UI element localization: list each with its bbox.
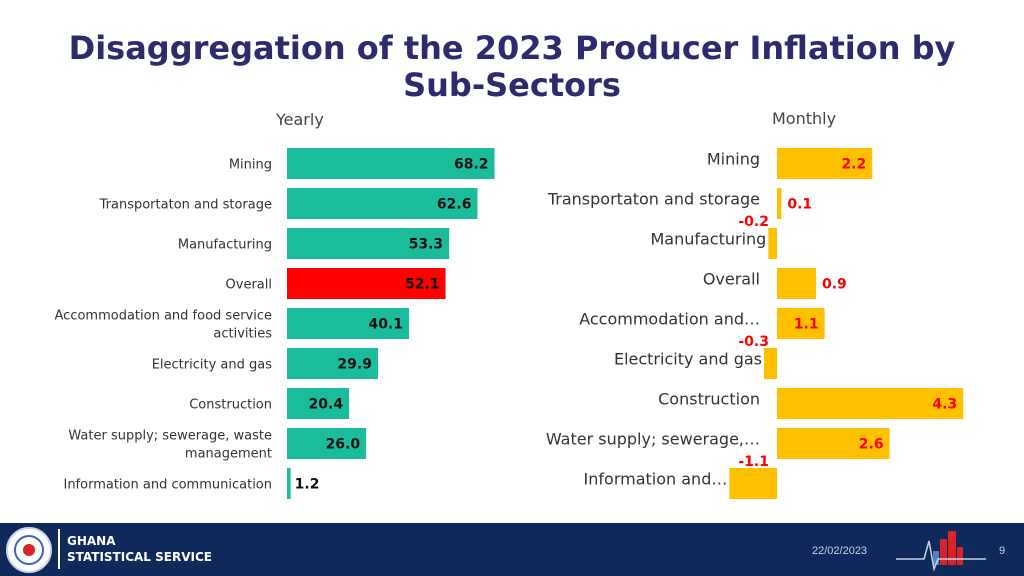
monthly-category-label: Electricity and gas	[614, 350, 762, 369]
monthly-bar	[777, 148, 873, 179]
yearly-category-label-line: Accommodation and food service	[55, 309, 272, 324]
yearly-category-label-line: Manufacturing	[178, 238, 272, 253]
yearly-category-label: Transportaton and storage	[99, 198, 272, 213]
yearly-bar	[287, 468, 291, 499]
logo-core-icon	[23, 544, 35, 556]
yearly-category-label-line: management	[185, 447, 272, 462]
yearly-category-label-line: Information and communication	[63, 478, 272, 493]
yearly-bar	[287, 428, 367, 459]
monthly-bar	[777, 308, 825, 339]
monthly-category-label: Transportaton and storage	[547, 190, 760, 209]
monthly-value-label: 0.1	[787, 197, 812, 213]
monthly-value-label: 2.6	[859, 437, 884, 453]
monthly-bar	[768, 228, 777, 259]
yearly-value-label: 20.4	[309, 397, 344, 413]
yearly-bar	[287, 308, 410, 339]
monthly-category-label: Overall	[703, 270, 760, 289]
yearly-bar	[287, 188, 478, 219]
yearly-category-label: Manufacturing	[178, 238, 272, 253]
monthly-category-label: Water supply; sewerage,…	[546, 430, 760, 449]
yearly-bar	[287, 348, 378, 379]
yearly-category-label: Electricity and gas	[152, 358, 273, 373]
org-line-2: STATISTICAL SERVICE	[67, 550, 212, 564]
yearly-bar	[287, 268, 446, 299]
yearly-value-label: 68.2	[454, 157, 489, 173]
monthly-bar-chart: Mining 2.2 Transportaton and storage 0.1 Man…	[546, 148, 964, 499]
yearly-category-label: Overall	[226, 278, 272, 293]
logo-ring-icon	[14, 535, 44, 565]
yearly-value-label: 62.6	[437, 197, 472, 213]
monthly-bar	[764, 348, 777, 379]
monthly-category-label: Information and…	[584, 470, 728, 489]
monthly-category-label: Mining	[707, 150, 760, 169]
monthly-heading: Monthly	[772, 109, 837, 128]
monthly-category-label: Manufacturing	[650, 230, 766, 249]
monthly-bar	[777, 268, 816, 299]
organization-name: GHANA STATISTICAL SERVICE	[67, 533, 212, 565]
yearly-category-label-line: activities	[213, 327, 272, 342]
page-number: 9	[999, 545, 1006, 557]
yearly-value-label: 26.0	[326, 437, 361, 453]
yearly-bar	[287, 388, 350, 419]
yearly-bar	[287, 228, 450, 259]
yearly-bar-chart: Mining 68.2 Transportaton and storage 62.6 M…	[55, 148, 495, 499]
slide-date: 22/02/2023	[812, 545, 868, 557]
monthly-value-label: -0.2	[738, 214, 769, 230]
monthly-bar	[777, 188, 782, 219]
yearly-category-label: Information and communication	[63, 478, 272, 493]
title-line-2: Sub-Sectors	[403, 66, 621, 104]
pulse-chart-icon	[896, 531, 986, 572]
yearly-value-label: 29.9	[337, 357, 372, 373]
monthly-bar	[729, 468, 777, 499]
monthly-value-label: 0.9	[822, 277, 847, 293]
monthly-category-label: Accommodation and…	[579, 310, 760, 329]
yearly-bar	[287, 148, 495, 179]
monthly-bar	[777, 388, 964, 419]
yearly-category-label-line: Electricity and gas	[152, 358, 273, 373]
org-line-1: GHANA	[67, 534, 116, 548]
yearly-category-label: Mining	[229, 158, 272, 173]
footer-divider	[58, 529, 60, 569]
yearly-heading: Yearly	[276, 110, 324, 129]
yearly-category-label-line: Water supply; sewerage, waste	[68, 429, 272, 444]
monthly-value-label: -0.3	[738, 334, 769, 350]
yearly-category-label-line: Mining	[229, 158, 272, 173]
yearly-category-label-line: Construction	[189, 398, 272, 413]
yearly-value-label: 1.2	[295, 477, 320, 493]
monthly-value-label: 1.1	[794, 317, 819, 333]
title-line-1: Disaggregation of the 2023 Producer Infl…	[68, 29, 956, 67]
monthly-value-label: -1.1	[738, 454, 769, 470]
yearly-value-label: 53.3	[409, 237, 444, 253]
yearly-category-label: Accommodation and food service activities	[55, 309, 273, 342]
yearly-category-label-line: Overall	[226, 278, 272, 293]
yearly-category-label: Construction	[189, 398, 272, 413]
gss-logo	[6, 527, 52, 573]
monthly-value-label: 2.2	[841, 157, 866, 173]
footer-bar: GHANA STATISTICAL SERVICE 22/02/2023 9	[0, 523, 1024, 576]
monthly-bar	[777, 428, 890, 459]
monthly-category-label: Construction	[658, 390, 760, 409]
yearly-category-label-line: Transportaton and storage	[99, 198, 272, 213]
yearly-value-label: 40.1	[368, 317, 403, 333]
yearly-value-label: 52.1	[405, 277, 440, 293]
slide-title: Disaggregation of the 2023 Producer Infl…	[0, 30, 1024, 104]
monthly-value-label: 4.3	[932, 397, 957, 413]
yearly-category-label: Water supply; sewerage, waste management	[68, 429, 272, 462]
